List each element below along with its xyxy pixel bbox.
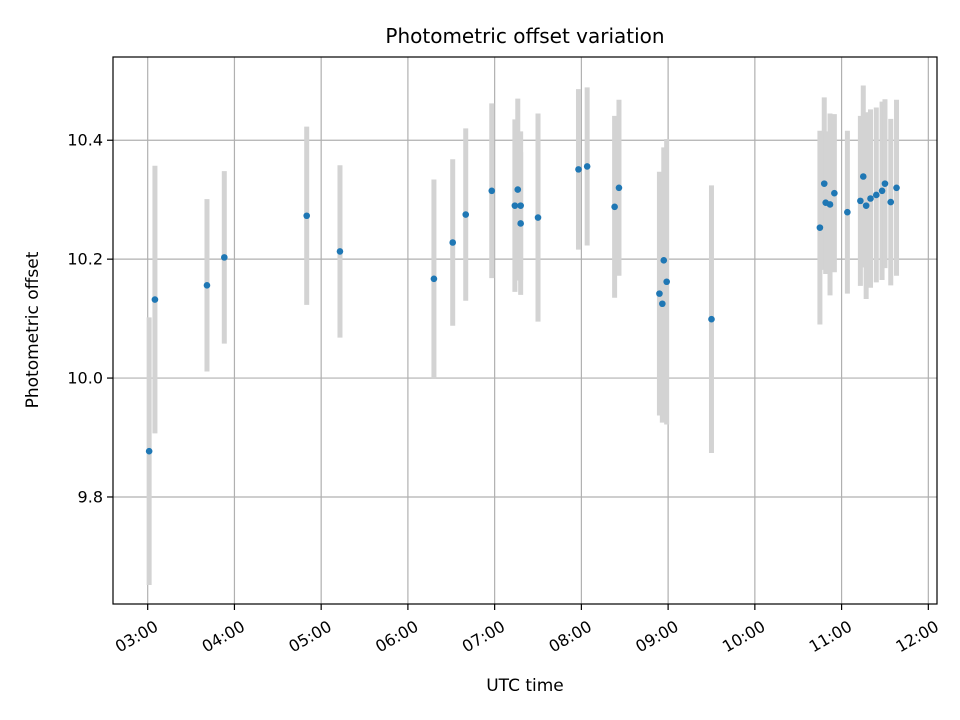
chart-title: Photometric offset variation <box>385 24 664 48</box>
data-point <box>430 275 438 283</box>
y-axis-label: Photometric offset <box>23 251 43 408</box>
data-point <box>488 187 496 195</box>
data-point <box>867 195 874 202</box>
plot-frame <box>112 56 938 605</box>
data-point <box>831 189 838 197</box>
data-point <box>663 278 670 286</box>
data-point <box>151 296 159 303</box>
data-point <box>303 212 311 220</box>
data-point <box>862 202 870 209</box>
y-tick-label: 10.4 <box>67 131 103 150</box>
data-point <box>517 202 524 209</box>
data-point <box>221 254 228 261</box>
y-tick-label: 10.2 <box>67 250 103 269</box>
data-point <box>816 224 824 231</box>
data-point <box>893 184 900 192</box>
data-point <box>820 180 828 187</box>
data-point <box>887 198 895 206</box>
data-point <box>659 300 666 308</box>
y-tick-label: 9.8 <box>78 487 103 506</box>
data-point <box>583 163 591 170</box>
data-point <box>857 197 864 205</box>
grid <box>113 57 937 604</box>
data-point <box>878 187 886 195</box>
data-point <box>517 220 524 227</box>
y-axis: 9.8 10.0 10.2 10.4 <box>67 131 113 506</box>
data-points <box>145 163 900 455</box>
data-point <box>656 290 663 297</box>
data-point <box>203 282 211 289</box>
data-point <box>859 173 867 180</box>
data-point <box>708 315 715 323</box>
data-point <box>336 248 344 255</box>
data-point <box>844 208 851 216</box>
x-axis-label: UTC time <box>486 676 564 696</box>
data-point <box>881 180 889 187</box>
y-tick-label: 10.0 <box>67 369 103 388</box>
data-point <box>145 447 153 455</box>
data-point <box>872 191 880 199</box>
data-point <box>449 239 457 246</box>
data-point <box>575 166 582 173</box>
data-point <box>511 202 519 209</box>
data-point <box>514 186 522 193</box>
data-point <box>660 257 668 264</box>
data-point <box>534 214 542 221</box>
data-point <box>462 211 470 218</box>
data-point <box>611 203 618 211</box>
data-point <box>615 184 623 192</box>
data-point <box>826 201 834 208</box>
